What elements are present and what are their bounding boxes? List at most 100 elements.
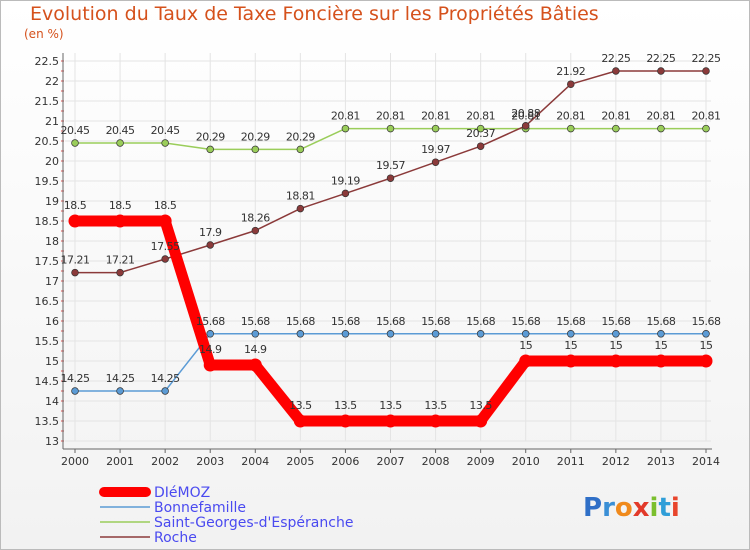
data-point (116, 387, 124, 395)
data-point (341, 124, 350, 133)
data-point (71, 387, 79, 395)
data-label: 14.25 (151, 372, 180, 385)
y-axis-ticks: 13 13.5 14 14.5 15 15.5 16 16.5 17 17.5 18 18.5 19 19… (35, 55, 60, 448)
data-label: 19.57 (376, 159, 405, 172)
legend-label: Bonnefamille (154, 500, 246, 516)
data-label: 17.55 (151, 240, 180, 253)
data-point (293, 414, 307, 428)
legend-label: Saint-Georges-d'Espéranche (154, 515, 353, 531)
data-label: 13.5 (379, 399, 402, 412)
data-label: 14.25 (106, 372, 135, 385)
chart-title: Evolution du Taux de Taxe Foncière sur l… (30, 3, 599, 25)
data-label: 15 (564, 339, 577, 352)
y-tick-label: 20 (45, 155, 59, 168)
logo-letter: r (602, 493, 615, 523)
data-label: 18.26 (241, 212, 270, 225)
x-tick-label: 2002 (151, 455, 179, 468)
data-label: 20.81 (511, 110, 540, 123)
x-tick-label: 2007 (377, 455, 405, 468)
data-label: 15.68 (692, 315, 721, 328)
data-label: 17.21 (106, 254, 135, 267)
y-tick-label: 16 (45, 315, 59, 328)
data-point (71, 139, 79, 147)
data-label: 17.21 (61, 254, 90, 267)
data-point (386, 124, 395, 133)
data-point (702, 124, 710, 133)
data-point (657, 67, 665, 75)
data-label: 20.81 (331, 110, 360, 123)
x-tick-label: 2010 (512, 455, 540, 468)
data-point (341, 189, 350, 198)
data-label: 14.9 (199, 343, 222, 356)
data-label: 13.5 (289, 399, 312, 412)
data-point (203, 358, 217, 372)
data-point (113, 214, 127, 228)
y-tick-label: 20.5 (35, 135, 60, 148)
data-point (476, 330, 485, 338)
y-tick-label: 19 (45, 195, 59, 208)
data-point (116, 268, 124, 277)
y-tick-label: 13.5 (35, 415, 60, 428)
data-point (251, 145, 260, 154)
data-point (521, 122, 530, 130)
y-tick-label: 21 (45, 115, 59, 128)
data-point (519, 354, 533, 368)
data-point (68, 214, 82, 228)
data-point (654, 354, 668, 368)
logo-letter: x (633, 493, 650, 523)
data-point (338, 414, 352, 428)
data-label: 20.81 (376, 110, 405, 123)
data-label: 15.68 (286, 315, 315, 328)
y-tick-label: 18.5 (35, 215, 60, 228)
data-point (474, 414, 488, 428)
data-point (699, 354, 713, 368)
x-tick-label: 2004 (241, 455, 269, 468)
legend-label: DIéMOZ (154, 485, 210, 501)
axes (61, 53, 712, 453)
data-point (341, 330, 350, 338)
y-tick-label: 15 (45, 355, 59, 368)
data-label: 20.81 (421, 110, 450, 123)
data-label: 20.81 (601, 110, 630, 123)
data-label: 15.68 (421, 315, 450, 328)
data-point (567, 330, 575, 338)
data-point (476, 142, 485, 150)
data-point (567, 80, 575, 88)
data-point (206, 145, 214, 154)
data-point (296, 204, 305, 213)
y-tick-label: 14.5 (35, 375, 60, 388)
logo-letter: i (671, 493, 680, 523)
logo-letter: P (583, 493, 602, 523)
data-label: 20.29 (241, 130, 270, 143)
data-point (386, 174, 395, 182)
data-point (612, 67, 620, 75)
x-tick-label: 2006 (331, 455, 359, 468)
data-label: 20.81 (646, 110, 675, 123)
data-point (431, 330, 440, 338)
data-point (161, 387, 169, 395)
data-label: 15.68 (196, 315, 225, 328)
data-point (296, 330, 305, 338)
data-label: 15.68 (376, 315, 405, 328)
data-label: 21.92 (556, 65, 585, 78)
x-tick-label: 2001 (106, 455, 134, 468)
data-label: 14.9 (244, 343, 267, 356)
x-tick-label: 2013 (647, 455, 675, 468)
y-tick-label: 18 (45, 235, 59, 248)
data-label: 15.68 (241, 315, 270, 328)
data-label: 15.68 (511, 315, 540, 328)
data-labels: 18.5 18.5 18.5 14.9 14.9 13.5 13.5 13.5 13.5 13.5… (61, 52, 722, 412)
data-point (116, 139, 124, 147)
data-point (657, 330, 665, 338)
x-tick-label: 2003 (196, 455, 224, 468)
data-label: 13.5 (424, 399, 447, 412)
data-label: 15 (519, 339, 532, 352)
data-label: 17.9 (199, 226, 222, 239)
x-tick-label: 2011 (557, 455, 585, 468)
y-tick-label: 19.5 (35, 175, 60, 188)
data-point (612, 124, 620, 133)
data-label: 20.45 (61, 124, 90, 137)
data-label: 18.81 (286, 190, 315, 203)
data-point (386, 330, 395, 338)
